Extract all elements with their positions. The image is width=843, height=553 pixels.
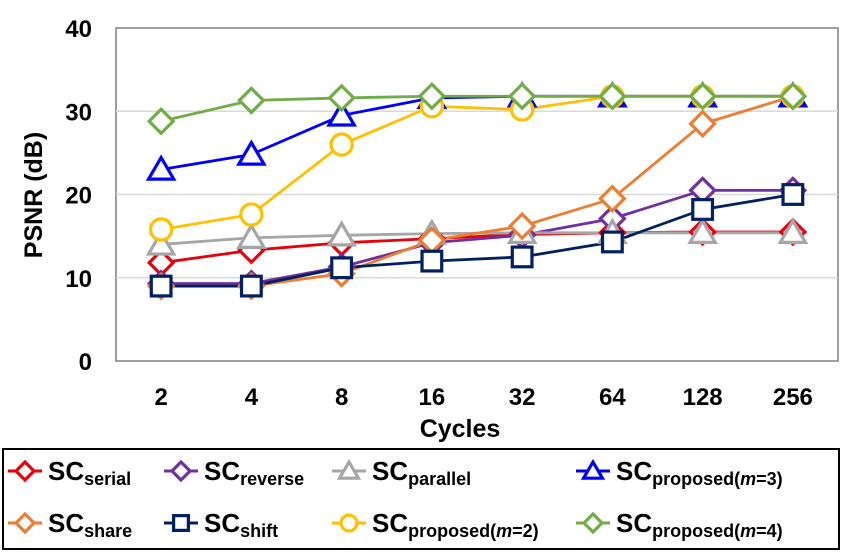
data-point-proposed-m-4 [778,82,808,111]
data-point-shift [600,230,624,254]
legend-marker [13,511,37,535]
legend-label: SCreverse [204,456,304,489]
x-tick-label: 8 [335,384,348,411]
data-point-shift [239,274,263,298]
series-line-reverse [161,188,793,285]
data-point-proposed-m-4 [237,86,266,115]
legend-marker [580,458,606,480]
legend-marker [336,458,362,480]
legend: SCserial SCreverse SCparallel SCproposed(m=… [8,456,783,541]
data-point-proposed-m-2 [239,202,264,227]
data-point-share [688,109,717,139]
x-tick-label: 16 [419,384,446,411]
legend-label: SCshift [204,508,278,541]
data-point-proposed-m-4 [417,82,447,111]
data-point-proposed-m-4 [598,82,627,111]
data-point-shift [149,274,173,298]
data-point-parallel [145,229,177,256]
legend-item-serial: SCserial [8,456,131,489]
series-markers [145,81,809,301]
data-point-share [507,211,537,241]
legend-label: SCproposed(m=4) [616,508,783,541]
x-tick-label: 32 [509,384,536,411]
x-tick-label: 128 [683,384,723,411]
data-point-share [598,184,627,213]
legend-box [2,448,840,550]
x-axis-title: Cycles [420,415,501,443]
legend-marker [581,511,605,535]
data-point-proposed-m-4 [688,82,717,111]
y-tick-label: 30 [65,99,92,126]
y-axis-title: PSNR (dB) [20,132,48,258]
legend-label: SCserial [48,456,131,489]
series-line-shift [161,193,794,288]
data-point-proposed-m-2 [148,217,174,242]
y-tick-label: 10 [65,266,92,293]
legend-item-parallel: SCparallel [332,456,471,489]
legend-item-reverse: SCreverse [164,456,304,489]
y-tick-label: 40 [65,16,92,43]
data-point-shift [420,249,444,273]
data-point-proposed-m-4 [327,83,356,113]
y-tick-label: 0 [79,349,92,376]
data-point-shift [510,245,534,269]
legend-marker [169,459,193,483]
series-line-proposed-m-4 [160,94,793,123]
y-tick-labels: 0 10 20 30 40 [65,16,92,376]
legend-item-proposed-m-3: SCproposed(m=3) [576,456,783,489]
legend-marker [172,514,190,532]
legend-item-shift: SCshift [164,508,278,541]
gridlines [116,110,838,279]
legend-label: SCshare [48,508,132,541]
legend-item-share: SCshare [8,508,132,541]
data-point-proposed-m-4 [146,106,176,136]
y-tick-label: 20 [65,183,92,210]
x-tick-label: 64 [599,384,626,411]
data-point-parallel [326,220,358,247]
data-point-proposed-m-4 [507,82,537,111]
data-point-proposed-m-3 [235,139,267,166]
x-tick-labels: 2 4 8 16 32 64 128 256 [154,384,812,411]
data-point-parallel [687,217,719,244]
data-point-shift [691,198,715,221]
legend-marker [339,513,359,533]
data-point-proposed-m-3 [145,154,177,181]
legend-label: SCproposed(m=3) [616,456,783,489]
legend-label: SCproposed(m=2) [372,508,539,541]
data-point-shift [781,183,805,206]
data-point-proposed-m-3 [326,100,358,127]
data-point-parallel [777,217,809,244]
x-tick-label: 256 [773,384,813,411]
legend-item-proposed-m-4: SCproposed(m=4) [576,508,783,541]
data-point-parallel [235,222,267,249]
legend-item-proposed-m-2: SCproposed(m=2) [332,508,539,541]
legend-marker [13,459,37,483]
series-lines [160,94,794,288]
data-point-shift [330,256,354,280]
x-tick-label: 4 [245,384,259,411]
x-tick-label: 2 [154,384,167,411]
data-point-proposed-m-2 [329,132,354,157]
legend-label: SCparallel [372,456,471,489]
